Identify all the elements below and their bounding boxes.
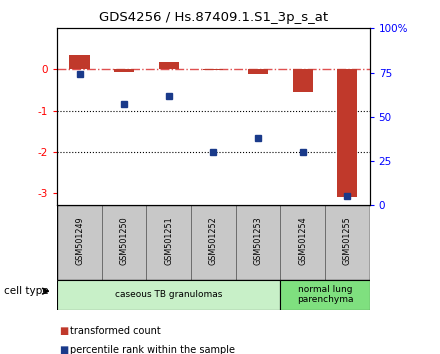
Text: GSM501251: GSM501251 xyxy=(164,217,173,265)
FancyBboxPatch shape xyxy=(191,205,236,280)
Text: GSM501255: GSM501255 xyxy=(343,217,352,266)
FancyBboxPatch shape xyxy=(57,205,102,280)
Bar xyxy=(203,69,224,70)
Bar xyxy=(159,62,179,69)
Text: percentile rank within the sample: percentile rank within the sample xyxy=(70,346,235,354)
Bar xyxy=(337,69,357,197)
Bar xyxy=(293,69,313,92)
Text: ■: ■ xyxy=(59,326,69,336)
FancyBboxPatch shape xyxy=(147,205,191,280)
Bar xyxy=(70,55,90,69)
Text: GSM501252: GSM501252 xyxy=(209,217,218,266)
Text: GSM501250: GSM501250 xyxy=(120,217,128,265)
Text: normal lung
parenchyma: normal lung parenchyma xyxy=(297,285,353,304)
Text: ■: ■ xyxy=(59,346,69,354)
Bar xyxy=(248,69,268,74)
Text: transformed count: transformed count xyxy=(70,326,161,336)
Text: cell type: cell type xyxy=(4,286,49,296)
Text: GSM501249: GSM501249 xyxy=(75,217,84,265)
Text: GSM501253: GSM501253 xyxy=(253,217,263,265)
FancyBboxPatch shape xyxy=(325,205,370,280)
FancyBboxPatch shape xyxy=(236,205,280,280)
FancyBboxPatch shape xyxy=(280,280,370,310)
Text: caseous TB granulomas: caseous TB granulomas xyxy=(115,290,223,299)
FancyBboxPatch shape xyxy=(280,205,325,280)
FancyBboxPatch shape xyxy=(102,205,147,280)
Text: GSM501254: GSM501254 xyxy=(298,217,307,265)
Bar xyxy=(114,69,134,72)
FancyBboxPatch shape xyxy=(57,280,280,310)
Title: GDS4256 / Hs.87409.1.S1_3p_s_at: GDS4256 / Hs.87409.1.S1_3p_s_at xyxy=(99,11,328,24)
